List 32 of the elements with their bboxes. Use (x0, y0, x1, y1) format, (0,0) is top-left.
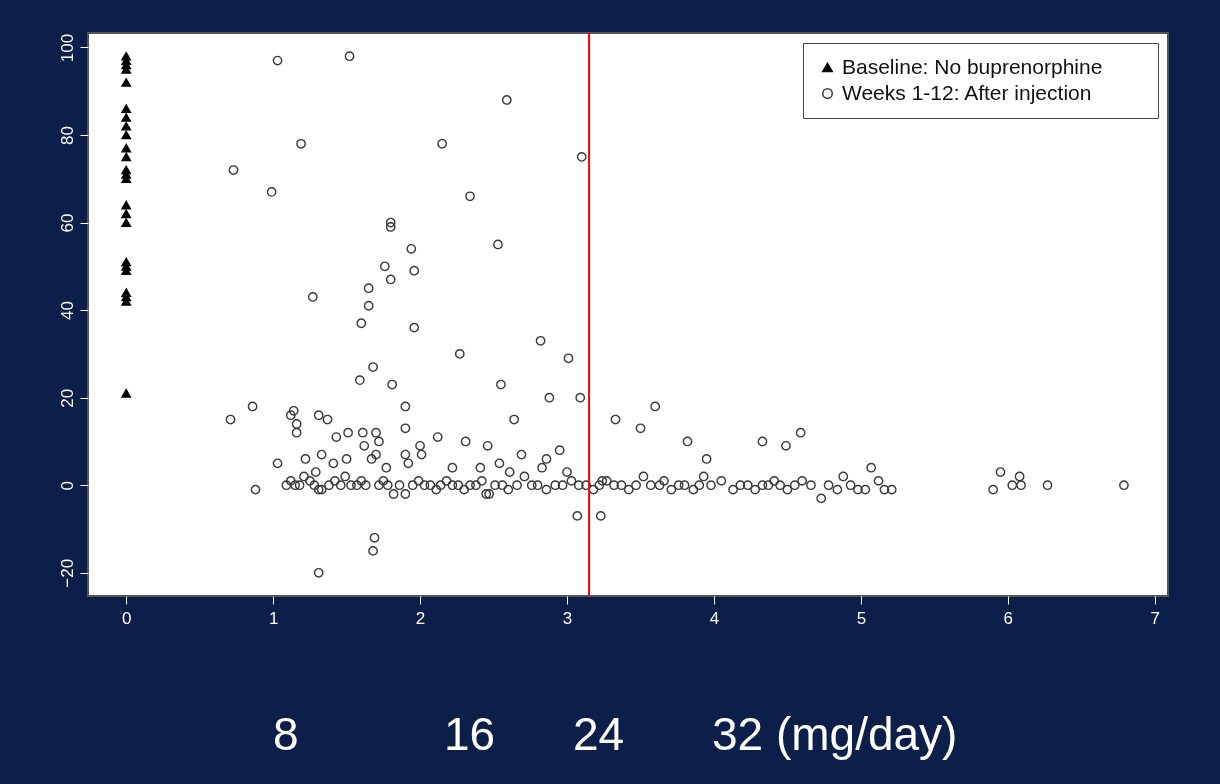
y-tick-label: 80 (57, 126, 77, 145)
x-tick-label: 6 (1003, 608, 1014, 628)
point (121, 200, 132, 210)
text: 16 (444, 708, 496, 760)
point (121, 388, 132, 398)
text: 8 (273, 708, 299, 760)
y-tick-label: 40 (57, 301, 77, 321)
point (121, 143, 132, 153)
point (121, 113, 132, 122)
point (121, 78, 132, 87)
y-tick-label: 100 (57, 33, 77, 63)
x-tick-label: 4 (709, 608, 720, 628)
point (121, 209, 132, 219)
text: 32 (mg/day) (712, 708, 958, 760)
x-tick-label: 7 (1150, 608, 1161, 628)
y-tick-label: −20 (57, 558, 77, 588)
point (121, 130, 132, 140)
text: 24 (573, 708, 625, 760)
x-tick-label: 0 (121, 608, 132, 628)
point (121, 104, 132, 114)
legend-label: Weeks 1-12: After injection (842, 80, 1092, 104)
point (121, 152, 132, 162)
point (121, 218, 132, 227)
y-tick-label: 0 (57, 481, 77, 491)
y-tick-label: 60 (57, 213, 77, 233)
legend-label: Baseline: No buprenorphine (842, 54, 1103, 78)
point (121, 121, 132, 131)
x-tick-label: 2 (415, 608, 426, 628)
x-tick-label: 5 (856, 608, 867, 628)
x-tick-label: 1 (268, 608, 279, 628)
y-tick-label: 20 (57, 388, 77, 408)
x-tick-label: 3 (562, 608, 573, 628)
